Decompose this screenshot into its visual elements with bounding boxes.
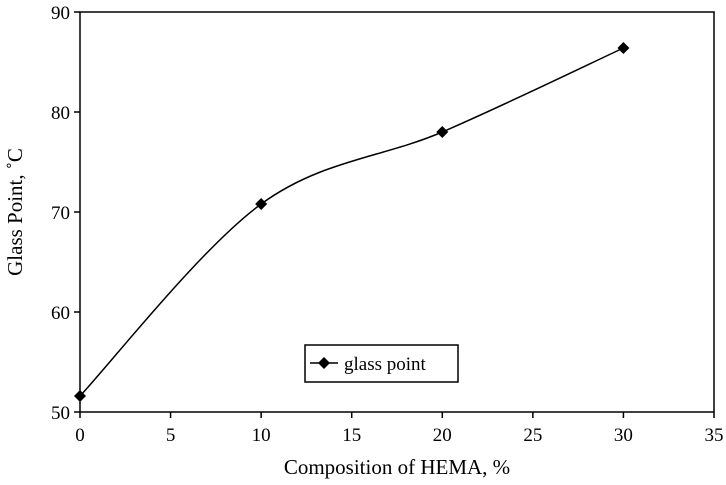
series-layer [74,42,630,402]
y-tick-label: 60 [51,303,70,324]
data-point [74,390,86,402]
y-tick-label: 70 [51,203,70,224]
y-tick-label: 80 [51,103,70,124]
x-axis: 0 5 10 15 20 25 30 35 [75,412,724,446]
series-line [79,47,624,397]
x-tick-label: 10 [252,425,271,446]
y-tick-label: 90 [51,3,70,24]
x-tick-label: 25 [523,425,542,446]
x-tick-label: 15 [342,425,361,446]
data-point [255,198,268,210]
y-axis: 50 60 70 80 90 [51,3,80,424]
x-tick-label: 35 [705,425,724,446]
data-point [436,126,449,138]
x-tick-label: 0 [75,425,85,446]
x-tick-label: 5 [166,425,176,446]
y-axis-title: Glass Point, ˚C [3,148,27,276]
data-point [617,42,630,54]
y-tick-label: 50 [51,403,70,424]
x-axis-title: Composition of HEMA, % [284,455,510,479]
x-tick-label: 30 [614,425,633,446]
legend-marker [318,357,330,369]
x-tick-label: 20 [433,425,452,446]
legend: glass point [304,344,459,383]
legend-label: glass point [344,354,427,375]
